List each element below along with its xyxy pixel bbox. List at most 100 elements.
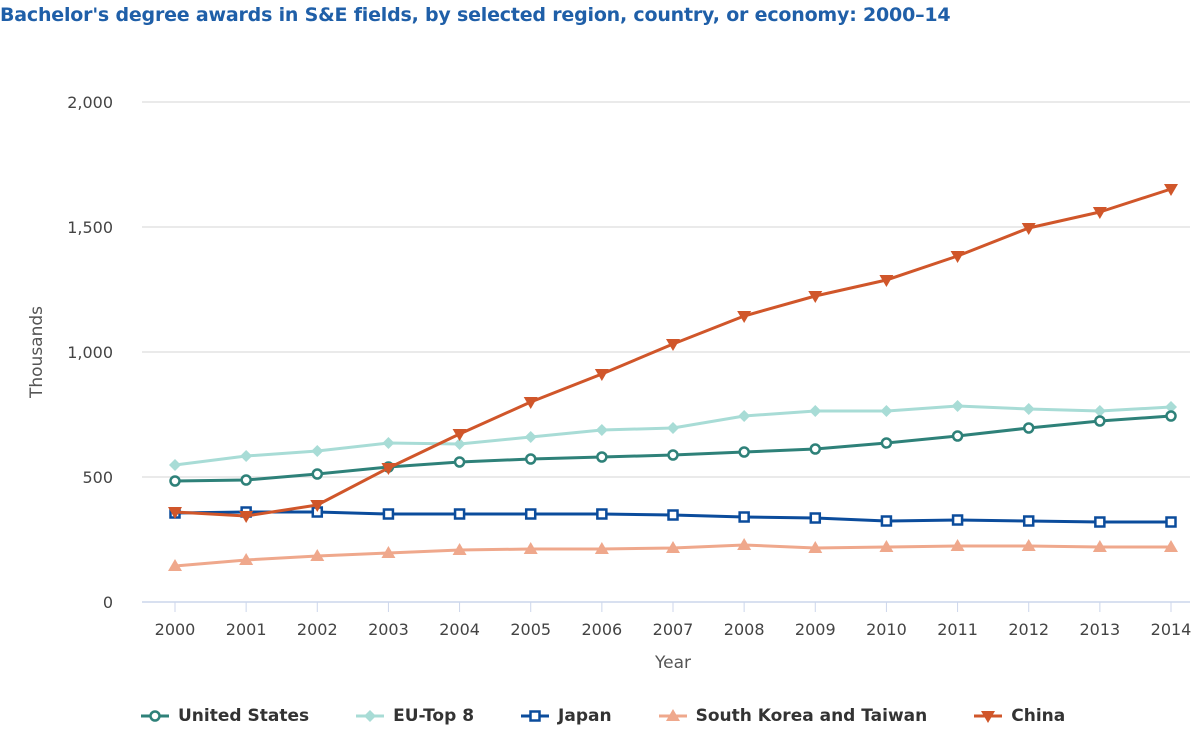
data-point [1022,515,1035,527]
data-point [808,291,823,303]
data-point [524,453,537,465]
data-point [1164,540,1178,552]
x-tick-label: 2006 [581,620,622,639]
x-tick-label: 2002 [297,620,338,639]
data-point [738,511,750,523]
data-point [311,468,324,480]
legend-label: Japan [558,706,612,726]
data-point [950,251,965,263]
x-tick-label: 2007 [653,620,694,639]
legend-item[interactable]: China [973,706,1065,726]
legend-label: EU-Top 8 [393,706,475,726]
data-point [169,459,181,471]
x-tick-label: 2000 [155,620,196,639]
x-tick-label: 2004 [439,620,480,639]
data-point [381,546,396,558]
legend: United States EU-Top 8 Japan South Korea an… [140,706,1111,726]
legend-marker [665,709,680,721]
data-point [453,508,466,520]
data-point [169,475,181,487]
legend-item[interactable]: South Korea and Taiwan [658,706,928,726]
legend-marker [364,710,377,722]
y-tick-label: 1,500 [67,218,113,237]
y-tick-label: 2,000 [67,93,113,112]
y-tick-label: 500 [82,468,113,487]
data-point [1165,401,1177,413]
x-tick-label: 2011 [937,620,978,639]
data-point [596,451,608,463]
data-point [951,430,964,442]
data-point [1094,415,1106,427]
data-point [1021,539,1036,551]
legend-item[interactable]: EU-Top 8 [355,706,474,726]
data-point [168,559,182,571]
data-point [594,542,609,554]
data-point [666,541,680,553]
x-tick-label: 2009 [795,620,836,639]
data-point [1094,516,1106,528]
data-point [382,508,395,520]
series-china [168,184,1178,523]
legend-symbol-icon [658,709,687,721]
data-point [808,541,823,553]
line-chart: 0 500 1,000 1,500 2,000 2000 2001 2002 2003 2004… [27,93,1192,673]
data-point [737,538,752,550]
y-axis-label: Thousands [27,306,47,399]
data-point [452,543,467,555]
legend-label: United States [178,706,310,726]
data-point [667,509,679,521]
legend-symbol-icon [521,710,550,722]
data-point [880,437,893,449]
x-tick-label: 2003 [368,620,409,639]
x-tick-label: 2001 [226,620,267,639]
x-tick-label: 2008 [724,620,765,639]
x-tick-label: 2012 [1008,620,1049,639]
data-point [310,549,325,561]
y-tick-label: 1,000 [67,343,113,362]
data-point [951,514,964,526]
data-point [879,540,894,552]
data-point [951,400,964,412]
legend-marker [529,710,541,722]
data-point [240,474,252,486]
data-point [809,405,822,417]
data-point [738,410,751,422]
data-point [1022,403,1035,415]
data-point [523,397,538,409]
y-axis-ticks: 0 500 1,000 1,500 2,000 [67,93,113,612]
data-point [523,542,538,554]
data-point [1164,184,1178,196]
data-point [239,553,254,565]
data-point [1092,540,1107,552]
series-eu-top-8 [169,400,1177,471]
data-point [1022,422,1035,434]
x-tick-label: 2014 [1151,620,1192,639]
series-japan [169,506,1177,528]
data-point [1165,516,1177,528]
legend-label: South Korea and Taiwan [695,706,928,726]
data-point [1021,223,1036,235]
data-point [1165,410,1177,422]
y-tick-label: 0 [103,593,113,612]
data-point [1092,207,1107,219]
data-point [453,438,466,450]
x-axis-label: Year [654,653,691,673]
legend-symbol-icon [974,711,1003,723]
data-point [452,429,467,441]
gridlines [142,101,1190,478]
data-point [738,446,750,458]
data-point [595,424,608,436]
legend-item[interactable]: Japan [520,706,612,726]
x-tick-label: 2005 [510,620,551,639]
data-point [879,275,894,287]
legend-label: China [1011,706,1066,726]
data-point [382,437,395,449]
data-point [666,339,680,351]
x-tick-label: 2013 [1079,620,1120,639]
legend-marker [149,710,161,722]
legend-symbol-icon [141,710,169,722]
legend-item[interactable]: United States [140,706,309,726]
data-point [880,515,893,527]
series-group [168,184,1178,571]
data-point [524,508,537,520]
